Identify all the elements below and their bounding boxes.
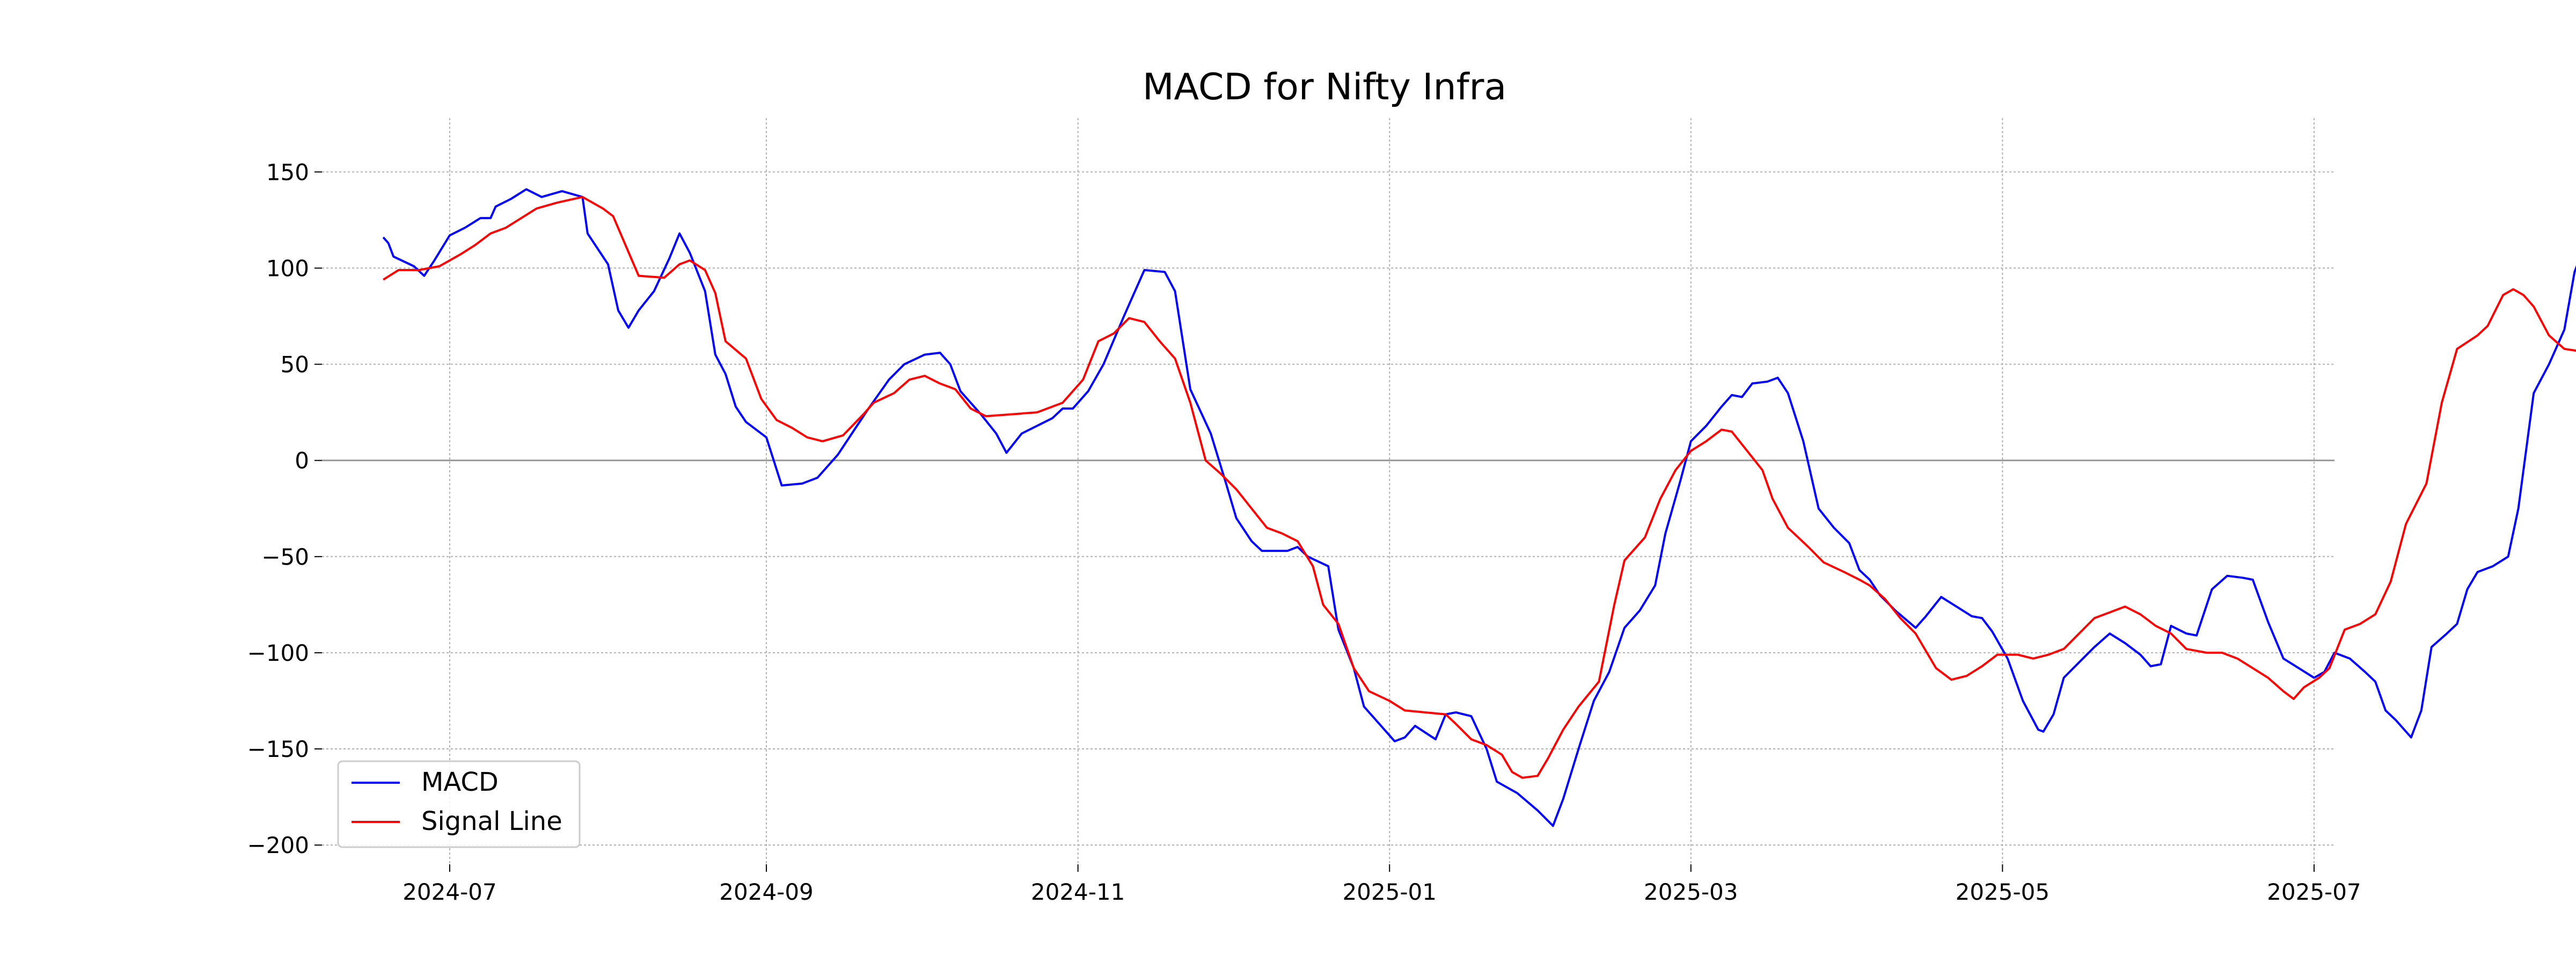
x-tick-label: 2025-01 bbox=[1342, 879, 1437, 905]
axes: 150 100 50 0 −50 −100 −150 −200 2024-07 2024-09 20… bbox=[247, 159, 2361, 905]
chart-title: MACD for Nifty Infra bbox=[1143, 66, 1506, 108]
y-tick-label: −50 bbox=[261, 544, 309, 570]
series-layer bbox=[382, 188, 2576, 827]
x-tick-label: 2025-03 bbox=[1644, 879, 1738, 905]
signal-series-line bbox=[383, 195, 2576, 779]
y-tick-label: −200 bbox=[247, 832, 309, 858]
y-tick-label: −150 bbox=[247, 736, 309, 762]
macd-series-line bbox=[382, 188, 2576, 827]
x-tick-label: 2024-11 bbox=[1031, 879, 1125, 905]
y-tick-label: −100 bbox=[247, 640, 309, 666]
y-tick-label: 100 bbox=[266, 255, 309, 281]
grid bbox=[322, 118, 2334, 864]
x-tick-label: 2024-07 bbox=[402, 879, 497, 905]
legend: MACD Signal Line bbox=[337, 760, 581, 848]
x-tick-label: 2025-07 bbox=[2267, 879, 2361, 905]
x-tick-label: 2024-09 bbox=[719, 879, 814, 905]
y-tick-label: 150 bbox=[266, 159, 309, 185]
legend-signal-label: Signal Line bbox=[421, 806, 562, 836]
legend-macd-label: MACD bbox=[421, 767, 499, 797]
y-tick-label: 50 bbox=[281, 352, 309, 378]
x-tick-label: 2025-05 bbox=[1956, 879, 2050, 905]
y-tick-label: 0 bbox=[295, 448, 309, 474]
